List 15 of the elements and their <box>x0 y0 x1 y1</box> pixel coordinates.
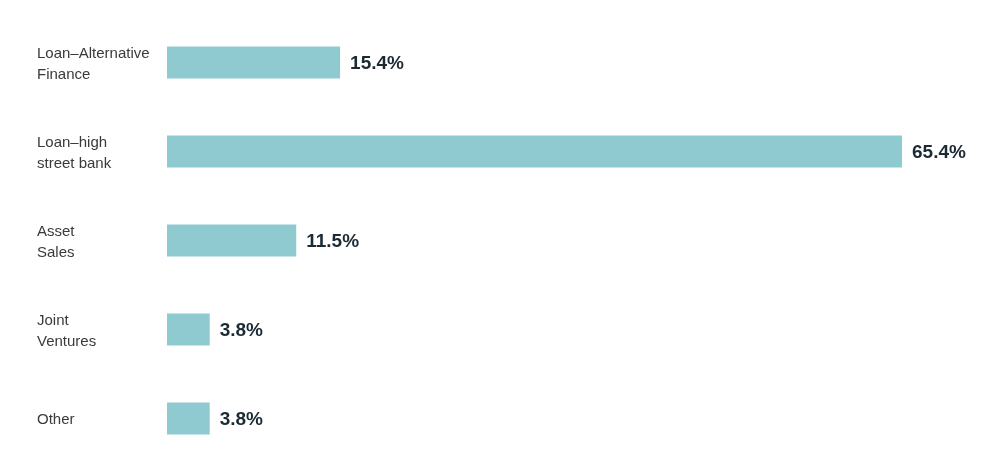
bar <box>167 135 902 168</box>
y-tick-label: Asset Sales <box>37 221 76 260</box>
bar <box>167 313 210 346</box>
bar <box>167 402 210 435</box>
bar <box>167 224 297 257</box>
data-label: 15.4% <box>350 52 405 73</box>
bar <box>167 46 341 79</box>
y-tick-label: Loan–Alternative Finance <box>37 43 150 82</box>
data-label: 3.8% <box>219 319 264 340</box>
y-tick-label: Other <box>37 410 75 427</box>
data-label: 65.4% <box>912 141 966 162</box>
y-tick-label: Loan–high street bank <box>37 132 112 171</box>
data-label: 11.5% <box>306 230 360 251</box>
data-label: 3.8% <box>219 408 264 429</box>
y-tick-label: Joint Ventures <box>37 310 97 349</box>
